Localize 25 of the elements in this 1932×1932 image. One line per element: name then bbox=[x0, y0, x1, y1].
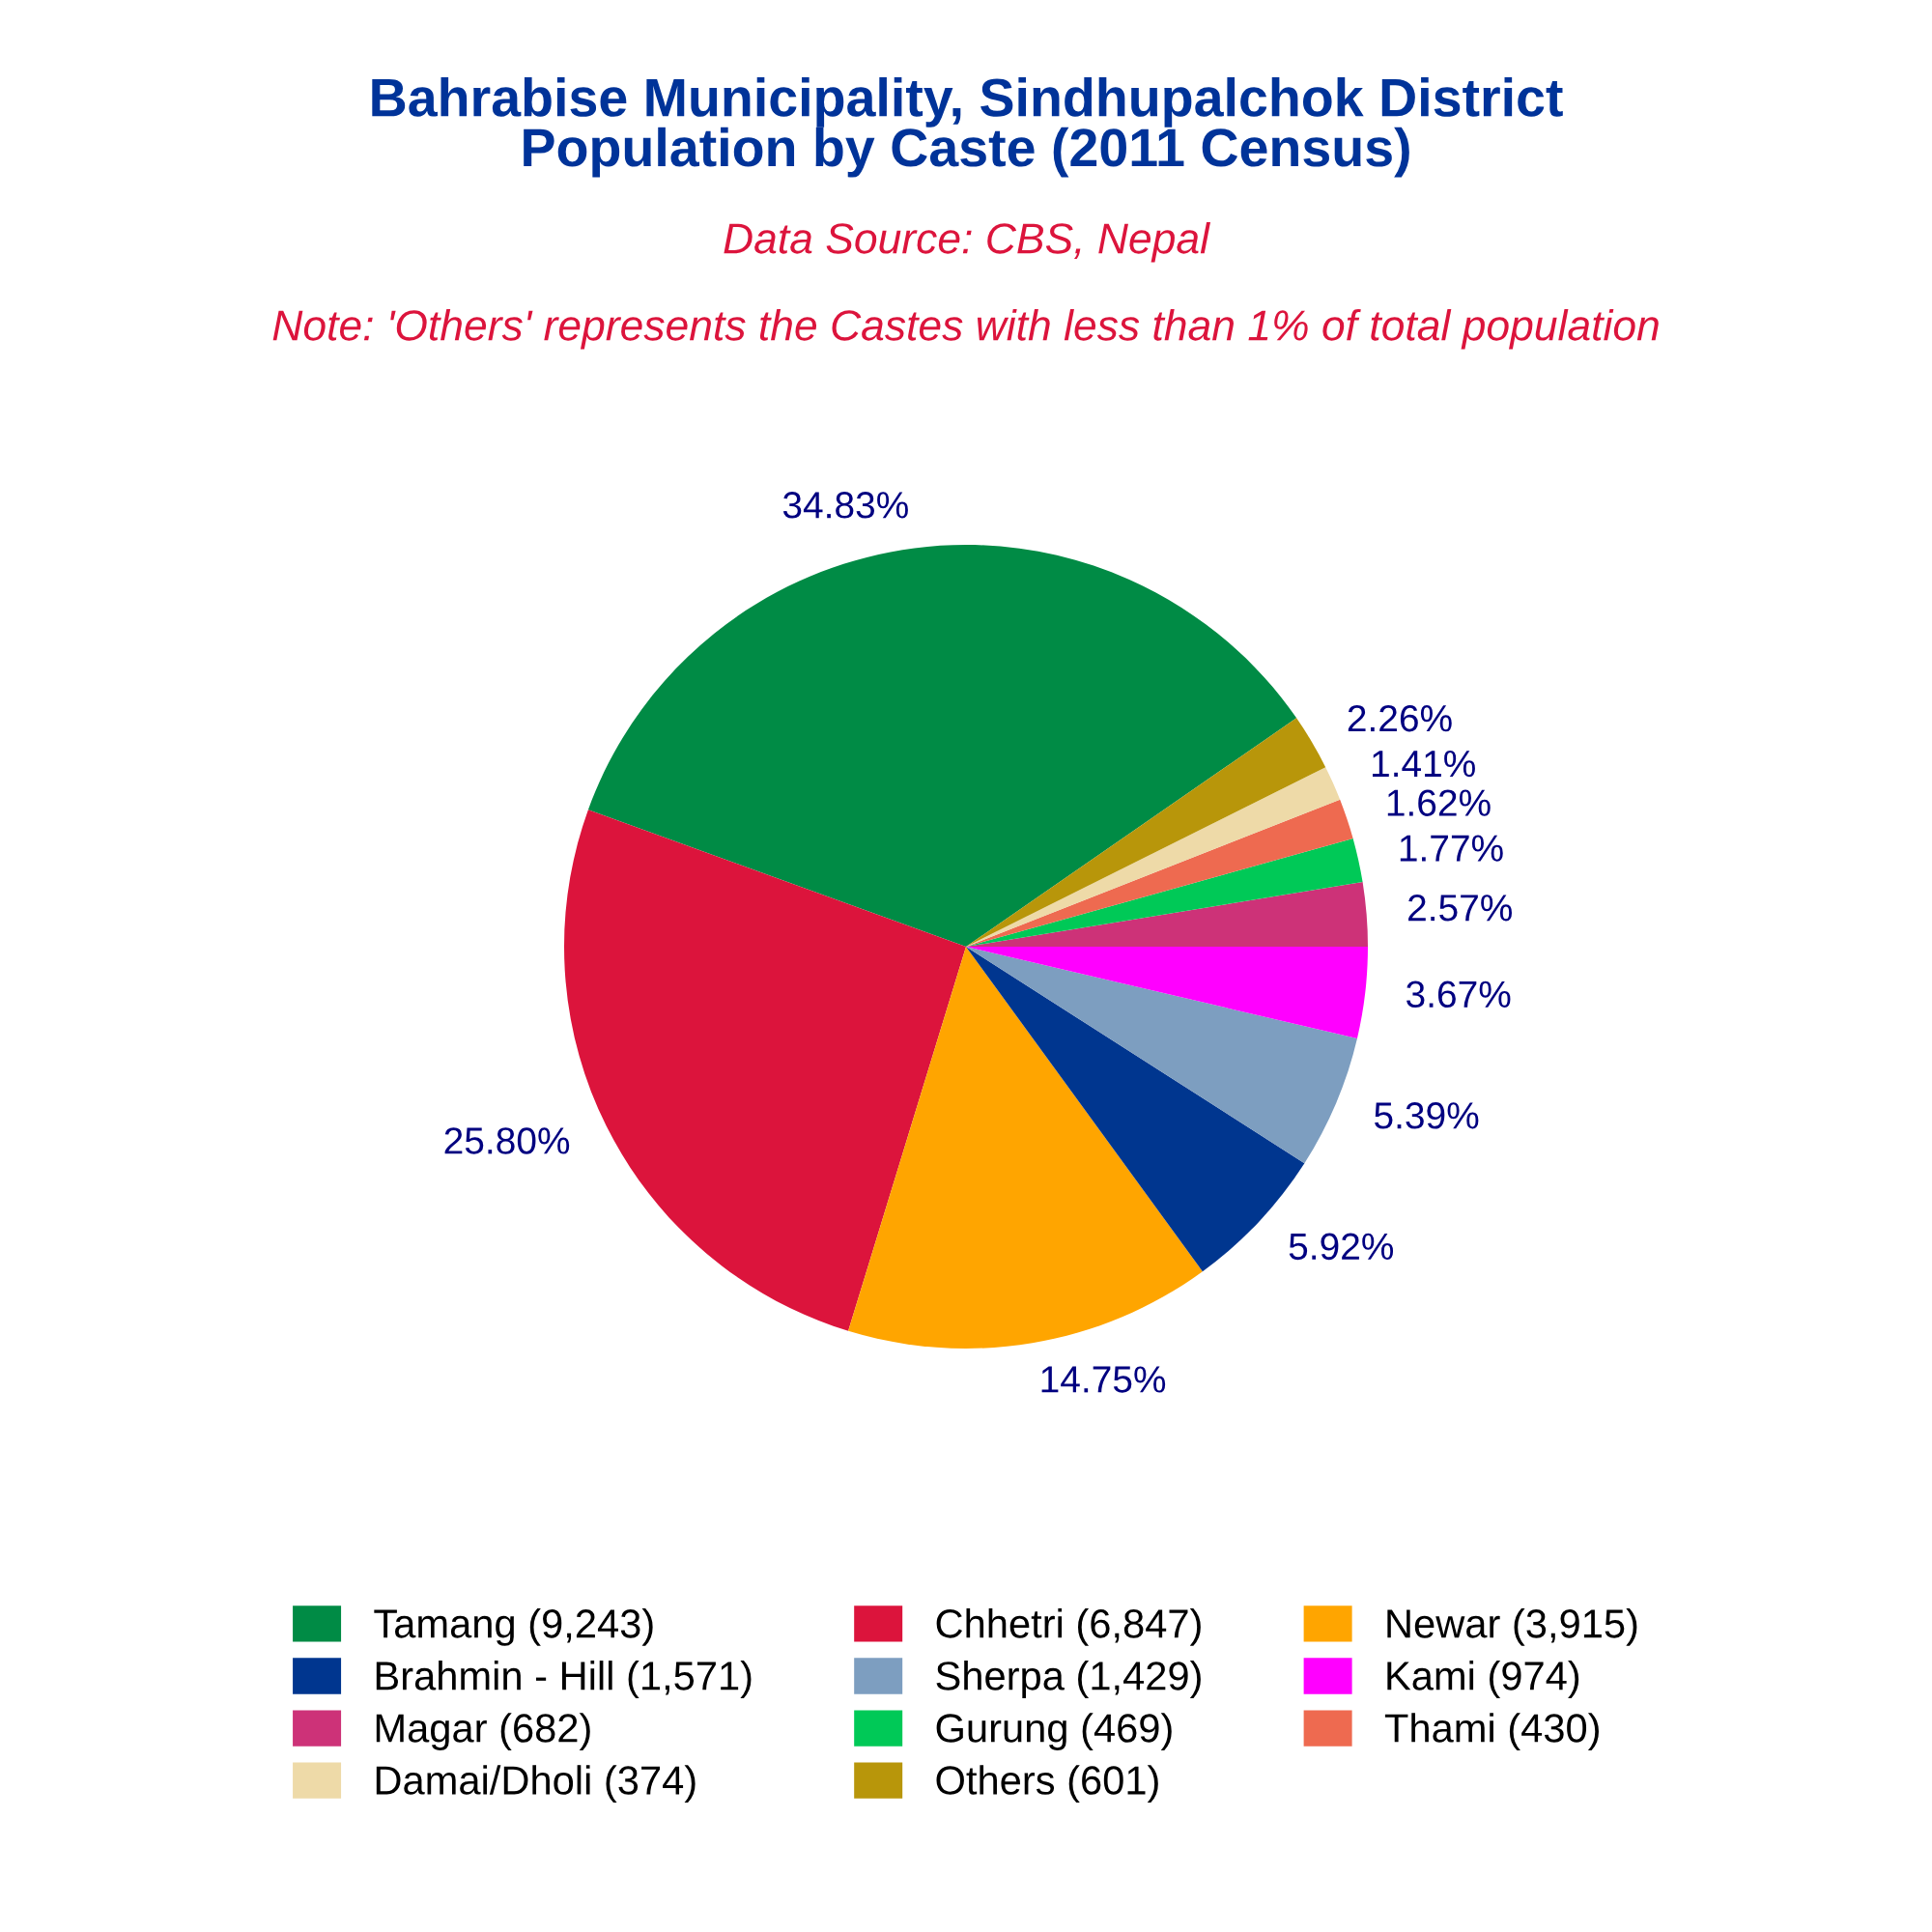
data-label: 2.26% bbox=[1348, 704, 1452, 732]
legend-label: Kami (974) bbox=[1387, 1661, 1579, 1698]
legend-label: Tamang (9,243) bbox=[374, 1608, 653, 1646]
data-label: 1.77% bbox=[1400, 835, 1503, 862]
data-label: 25.80% bbox=[444, 1127, 570, 1154]
data-label: 1.41% bbox=[1373, 750, 1475, 778]
legend-label: Damai/Dholi (374) bbox=[376, 1765, 696, 1804]
legend-label: Others (601) bbox=[936, 1765, 1158, 1804]
data-label: 5.39% bbox=[1375, 1102, 1479, 1129]
data-label: 14.75% bbox=[1041, 1366, 1166, 1393]
data-label: 5.92% bbox=[1289, 1233, 1394, 1261]
data-label: 1.62% bbox=[1387, 789, 1491, 816]
legend-label: Gurung (469) bbox=[936, 1713, 1172, 1750]
legend-label: Brahmin - Hill (1,571) bbox=[376, 1661, 752, 1698]
text: Note: 'Others' represents the Castes with less than 1% of total population bbox=[272, 309, 1659, 350]
data-label: 2.57% bbox=[1408, 894, 1512, 922]
chart-title: Bahrabise Municipality, Sindhupalchok District Population by Caste (2011 Census) bbox=[372, 77, 1563, 178]
legend-label: Magar (682) bbox=[376, 1713, 590, 1750]
legend-label: Chhetri (6,847) bbox=[936, 1608, 1201, 1646]
legend-label: Thami (430) bbox=[1384, 1713, 1599, 1750]
data-label: 3.67% bbox=[1406, 980, 1511, 1009]
legend-label: Newar (3,915) bbox=[1387, 1608, 1637, 1646]
legend-label: Sherpa (1,429) bbox=[936, 1661, 1201, 1698]
data-label: 34.83% bbox=[782, 492, 908, 519]
source-note: Data Source: CBS, Nepal bbox=[724, 222, 1210, 263]
